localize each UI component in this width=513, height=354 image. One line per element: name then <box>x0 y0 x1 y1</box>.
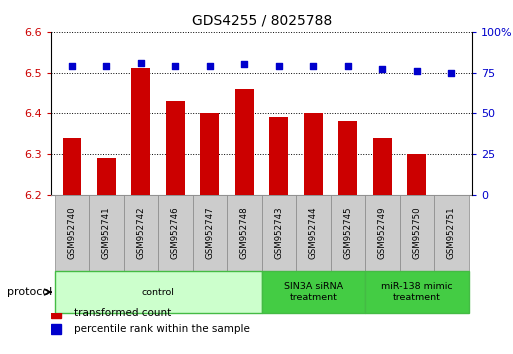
Title: GDS4255 / 8025788: GDS4255 / 8025788 <box>191 14 332 28</box>
Text: GSM952747: GSM952747 <box>205 206 214 259</box>
Bar <box>365 195 400 271</box>
Bar <box>296 195 330 271</box>
Bar <box>262 271 365 313</box>
Text: GSM952744: GSM952744 <box>309 206 318 259</box>
Text: GSM952750: GSM952750 <box>412 206 421 259</box>
Bar <box>365 271 468 313</box>
Bar <box>330 195 365 271</box>
Text: GSM952751: GSM952751 <box>447 206 456 259</box>
Bar <box>339 121 358 195</box>
Text: miR-138 mimic
treatment: miR-138 mimic treatment <box>381 282 452 302</box>
Text: GSM952741: GSM952741 <box>102 206 111 259</box>
Bar <box>269 117 288 195</box>
Text: protocol: protocol <box>7 287 52 297</box>
Bar <box>262 195 296 271</box>
Bar <box>55 271 262 313</box>
Point <box>206 63 214 69</box>
Bar <box>158 195 193 271</box>
Bar <box>97 158 116 195</box>
Point <box>137 60 145 65</box>
Bar <box>373 138 392 195</box>
Point <box>447 70 456 75</box>
Bar <box>124 195 158 271</box>
Text: GSM952749: GSM952749 <box>378 206 387 259</box>
Point <box>240 62 248 67</box>
Bar <box>227 195 262 271</box>
Point <box>412 68 421 74</box>
Text: control: control <box>142 287 174 297</box>
Bar <box>407 154 426 195</box>
Point <box>275 63 283 69</box>
Text: transformed count: transformed count <box>74 308 172 318</box>
Bar <box>166 101 185 195</box>
Text: GSM952743: GSM952743 <box>274 206 283 259</box>
Point <box>309 63 318 69</box>
Text: GSM952742: GSM952742 <box>136 206 146 259</box>
Bar <box>131 68 150 195</box>
Bar <box>235 89 254 195</box>
Text: GSM952746: GSM952746 <box>171 206 180 259</box>
Bar <box>304 113 323 195</box>
Text: GSM952748: GSM952748 <box>240 206 249 259</box>
Text: GSM952745: GSM952745 <box>343 206 352 259</box>
Bar <box>400 195 434 271</box>
Point <box>378 67 386 72</box>
Text: GSM952740: GSM952740 <box>68 206 76 259</box>
Bar <box>89 195 124 271</box>
Bar <box>193 195 227 271</box>
Bar <box>55 195 89 271</box>
Point <box>103 63 111 69</box>
Point <box>171 63 180 69</box>
Bar <box>201 113 220 195</box>
Point <box>344 63 352 69</box>
Bar <box>434 195 468 271</box>
Point <box>68 63 76 69</box>
Bar <box>63 138 82 195</box>
Text: SIN3A siRNA
treatment: SIN3A siRNA treatment <box>284 282 343 302</box>
Text: percentile rank within the sample: percentile rank within the sample <box>74 324 250 334</box>
